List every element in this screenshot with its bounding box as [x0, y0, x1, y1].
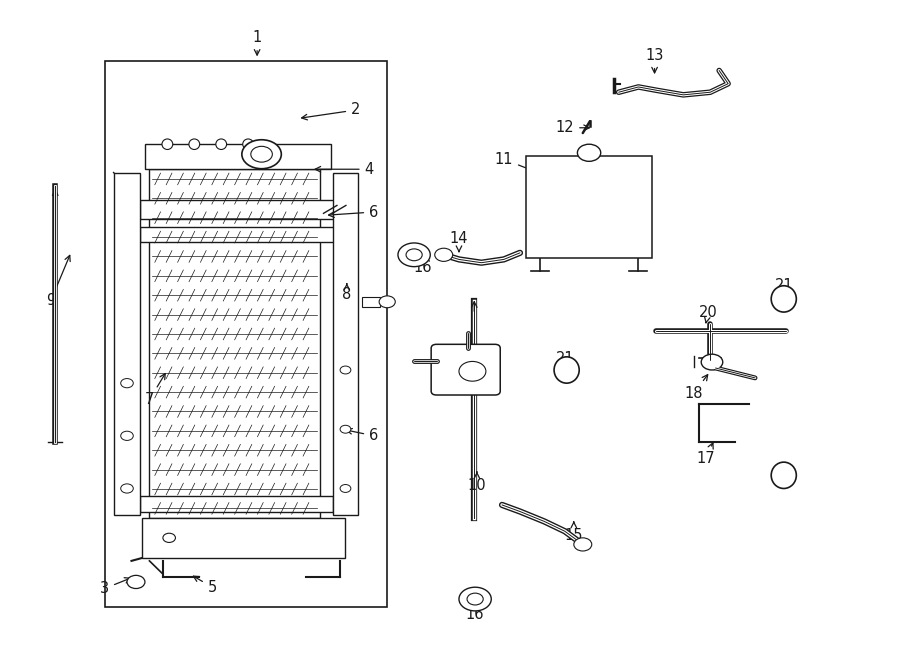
- Ellipse shape: [243, 139, 254, 149]
- Text: 7: 7: [145, 373, 166, 407]
- Circle shape: [398, 243, 430, 266]
- Text: 16: 16: [466, 602, 484, 623]
- Text: 6: 6: [328, 204, 378, 219]
- Bar: [145, 144, 330, 169]
- Ellipse shape: [771, 462, 796, 488]
- Bar: [362, 297, 380, 307]
- Circle shape: [379, 296, 395, 308]
- Circle shape: [701, 354, 723, 370]
- Circle shape: [574, 538, 592, 551]
- Circle shape: [459, 362, 486, 381]
- Text: 4: 4: [315, 162, 374, 176]
- FancyBboxPatch shape: [140, 496, 333, 512]
- Text: 20: 20: [699, 305, 718, 323]
- Circle shape: [163, 533, 176, 543]
- Text: 11: 11: [495, 152, 534, 172]
- Circle shape: [121, 484, 133, 493]
- Text: 14: 14: [450, 231, 468, 252]
- Text: 5: 5: [194, 576, 217, 595]
- Text: 17: 17: [697, 443, 715, 467]
- Circle shape: [242, 139, 282, 169]
- Text: 15: 15: [564, 522, 583, 543]
- Ellipse shape: [162, 139, 173, 149]
- Circle shape: [578, 144, 600, 161]
- FancyBboxPatch shape: [140, 200, 342, 219]
- Text: 12: 12: [555, 120, 590, 136]
- Ellipse shape: [771, 286, 796, 312]
- Text: 13: 13: [645, 48, 664, 73]
- Circle shape: [467, 593, 483, 605]
- Circle shape: [121, 431, 133, 440]
- Text: 16: 16: [414, 255, 432, 276]
- Circle shape: [251, 146, 273, 162]
- Text: 21: 21: [555, 350, 574, 369]
- Text: 19: 19: [452, 348, 470, 363]
- Text: 18: 18: [685, 375, 707, 401]
- Circle shape: [435, 249, 453, 261]
- Circle shape: [459, 587, 491, 611]
- Ellipse shape: [189, 139, 200, 149]
- Text: 6: 6: [346, 428, 378, 444]
- Bar: [104, 61, 387, 607]
- Bar: [142, 518, 345, 558]
- Circle shape: [127, 575, 145, 588]
- Text: 3: 3: [100, 578, 130, 596]
- Circle shape: [340, 485, 351, 492]
- Text: 9: 9: [46, 255, 70, 309]
- Text: 2: 2: [302, 102, 361, 120]
- Bar: [333, 173, 357, 515]
- Text: 10: 10: [468, 472, 486, 492]
- Text: 21: 21: [775, 278, 793, 299]
- FancyBboxPatch shape: [526, 156, 652, 258]
- Circle shape: [406, 249, 422, 260]
- Text: 1: 1: [253, 30, 262, 55]
- Bar: [149, 169, 320, 518]
- FancyBboxPatch shape: [140, 227, 342, 243]
- Ellipse shape: [216, 139, 227, 149]
- FancyBboxPatch shape: [431, 344, 500, 395]
- Text: 8: 8: [342, 284, 351, 302]
- Circle shape: [340, 425, 351, 433]
- Circle shape: [121, 379, 133, 388]
- Ellipse shape: [554, 357, 580, 383]
- Bar: [113, 173, 140, 515]
- Circle shape: [340, 366, 351, 374]
